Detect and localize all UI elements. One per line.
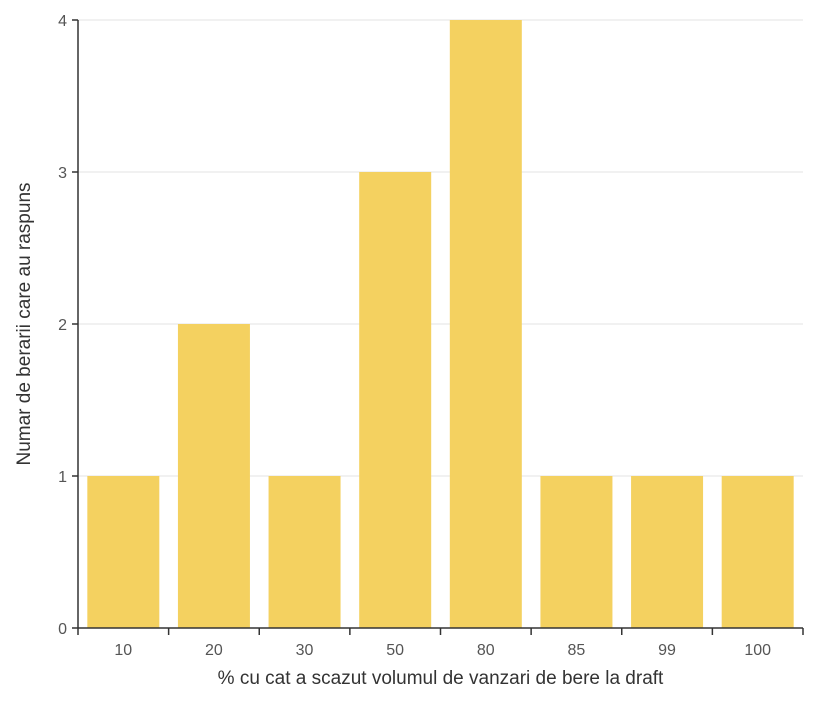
y-tick-label: 4	[58, 13, 67, 30]
x-tick-label: 10	[114, 642, 132, 659]
bar-85	[540, 476, 613, 628]
y-axis-title: Numar de berarii care au raspuns	[14, 182, 35, 465]
bar-80	[449, 20, 522, 628]
bars	[87, 20, 794, 628]
x-tick-label: 99	[658, 642, 676, 659]
y-axis-ticks: 0 1 2 3 4	[58, 13, 78, 638]
y-tick-label: 2	[58, 317, 67, 334]
bar-10	[87, 476, 160, 628]
x-tick-label: 80	[477, 642, 495, 659]
x-tick-label: 30	[296, 642, 314, 659]
x-axis-ticks: 10 20 30 50 80 85 99 100	[77, 628, 804, 659]
x-tick-label: 20	[205, 642, 223, 659]
bar-30	[268, 476, 341, 628]
x-tick-label: 85	[568, 642, 586, 659]
bar-20	[177, 324, 250, 628]
y-tick-label: 0	[58, 621, 67, 638]
x-axis-title: % cu cat a scazut volumul de vanzari de …	[218, 668, 664, 689]
y-tick-label: 1	[58, 469, 67, 486]
x-tick-label: 50	[386, 642, 404, 659]
bar-100	[721, 476, 794, 628]
y-tick-label: 3	[58, 165, 67, 182]
x-tick-label: 100	[744, 642, 771, 659]
bar-99	[631, 476, 704, 628]
bar-50	[359, 172, 432, 628]
